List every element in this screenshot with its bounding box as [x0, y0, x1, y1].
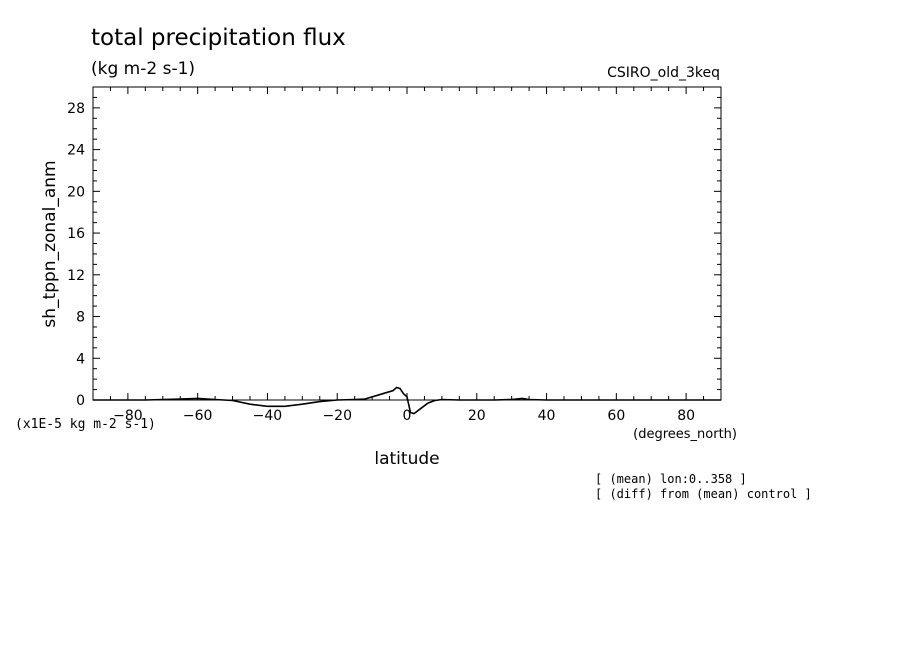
chart-subtitle: (kg m-2 s-1) [91, 59, 195, 79]
x-units-label: (degrees_north) [633, 427, 737, 442]
x-tick-label: −80 [113, 408, 143, 424]
plot-frame [92, 86, 722, 401]
y-tick-label: 24 [67, 143, 85, 159]
x-axis-label: latitude [374, 449, 439, 469]
x-tick-label: 0 [403, 408, 412, 424]
note-mean-lon: [ (mean) lon:0..358 ] [595, 472, 747, 486]
x-tick-label: 40 [538, 408, 556, 424]
y-ticks [93, 86, 721, 401]
x-tick-labels: −80 −60 −40 −20 0 20 40 60 80 [113, 408, 695, 424]
note-diff-control: [ (diff) from (mean) control ] [595, 487, 812, 501]
x-tick-label: 80 [677, 408, 695, 424]
series-line [93, 386, 721, 415]
x-tick-label: −60 [183, 408, 213, 424]
chart-title: total precipitation flux [91, 25, 346, 51]
x-ticks [92, 87, 722, 400]
x-tick-label: −40 [253, 408, 283, 424]
x-tick-label: 60 [607, 408, 625, 424]
y-tick-labels: 0 4 8 12 16 20 24 28 [67, 101, 85, 409]
y-tick-label: 8 [76, 310, 85, 326]
y-axis-label: sh_tppn_zonal_anm [40, 160, 60, 327]
y-tick-label: 12 [67, 268, 85, 284]
y-tick-label: 28 [67, 101, 85, 117]
y-tick-label: 0 [76, 393, 85, 409]
x-tick-label: −20 [322, 408, 352, 424]
x-tick-label: 20 [468, 408, 486, 424]
y-units-label: (x1E-5 kg m-2 s-1) [15, 417, 156, 432]
model-label: CSIRO_old_3keq [607, 65, 720, 81]
y-tick-label: 16 [67, 226, 85, 242]
y-tick-label: 4 [76, 351, 85, 367]
y-tick-label: 20 [67, 184, 85, 200]
